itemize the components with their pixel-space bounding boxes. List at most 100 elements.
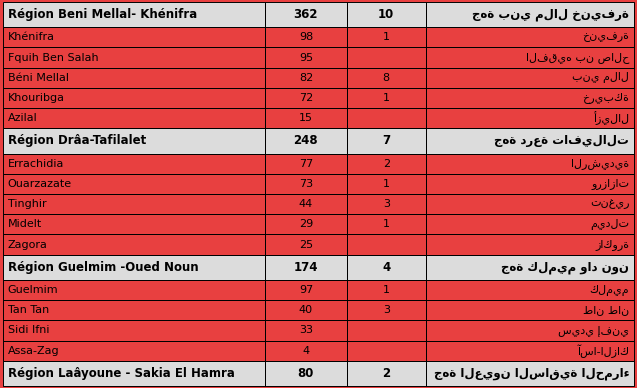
Point — [107, 69, 117, 76]
Point — [222, 104, 232, 110]
Point — [487, 316, 497, 322]
Point — [443, 67, 454, 73]
Point — [575, 318, 585, 324]
Point — [449, 99, 459, 106]
Point — [300, 338, 310, 344]
Point — [606, 343, 616, 349]
Point — [101, 350, 111, 356]
Point — [510, 230, 520, 236]
Point — [4, 307, 14, 313]
Text: 44: 44 — [299, 199, 313, 209]
Point — [310, 284, 320, 291]
Point — [468, 316, 478, 322]
Point — [195, 196, 205, 202]
Point — [520, 334, 530, 340]
Point — [587, 38, 597, 45]
Point — [602, 99, 612, 106]
Point — [560, 338, 570, 344]
Point — [258, 203, 268, 209]
Point — [415, 243, 425, 249]
Point — [344, 104, 354, 110]
Point — [373, 329, 383, 336]
Point — [331, 296, 341, 302]
Point — [57, 45, 68, 51]
Point — [199, 124, 209, 130]
Point — [279, 41, 289, 47]
Point — [472, 151, 482, 157]
Point — [86, 300, 96, 306]
Point — [510, 156, 520, 162]
Point — [327, 347, 337, 353]
Point — [482, 203, 492, 209]
Point — [447, 243, 457, 249]
Point — [130, 69, 140, 76]
Point — [222, 322, 232, 329]
Point — [23, 165, 33, 171]
Point — [84, 24, 94, 31]
Point — [92, 327, 102, 333]
Point — [75, 239, 85, 245]
Point — [132, 334, 142, 340]
Point — [359, 49, 369, 55]
Point — [508, 329, 519, 336]
Point — [516, 67, 526, 73]
Point — [294, 329, 304, 336]
Point — [203, 312, 213, 318]
Point — [136, 294, 146, 300]
Point — [361, 198, 371, 204]
Point — [19, 79, 29, 85]
Point — [516, 340, 526, 346]
Point — [218, 59, 228, 65]
Point — [384, 289, 394, 295]
Point — [105, 61, 115, 67]
Point — [141, 230, 152, 236]
Point — [168, 45, 178, 51]
Point — [218, 176, 228, 182]
Point — [101, 203, 111, 209]
Point — [147, 47, 157, 53]
Point — [65, 79, 75, 85]
Point — [424, 167, 434, 173]
Point — [23, 38, 33, 45]
Point — [625, 210, 635, 216]
Point — [579, 185, 589, 191]
Point — [25, 72, 35, 78]
Point — [248, 29, 259, 35]
Point — [61, 312, 71, 318]
Point — [283, 97, 293, 103]
Point — [315, 171, 326, 177]
Point — [482, 31, 492, 38]
Point — [96, 191, 106, 197]
Point — [277, 322, 287, 329]
Point — [409, 316, 419, 322]
Point — [176, 59, 186, 65]
Point — [329, 218, 339, 225]
Point — [170, 76, 180, 83]
Point — [480, 357, 490, 363]
Point — [394, 318, 404, 324]
Point — [386, 246, 396, 252]
Point — [338, 191, 348, 197]
Bar — [265, 27, 347, 47]
Point — [269, 291, 280, 298]
Point — [520, 92, 530, 99]
Point — [470, 56, 480, 62]
Point — [346, 61, 356, 67]
Point — [252, 110, 262, 116]
Point — [568, 160, 578, 166]
Point — [552, 201, 562, 207]
Point — [573, 158, 583, 164]
Point — [15, 54, 25, 60]
Point — [195, 120, 205, 126]
Point — [54, 65, 64, 71]
Point — [489, 97, 499, 103]
Point — [403, 248, 413, 254]
Point — [254, 153, 264, 159]
Point — [84, 171, 94, 177]
Point — [512, 27, 522, 33]
Point — [164, 95, 175, 101]
Point — [155, 97, 165, 103]
Point — [608, 228, 618, 234]
Point — [497, 67, 507, 73]
Point — [367, 312, 377, 318]
